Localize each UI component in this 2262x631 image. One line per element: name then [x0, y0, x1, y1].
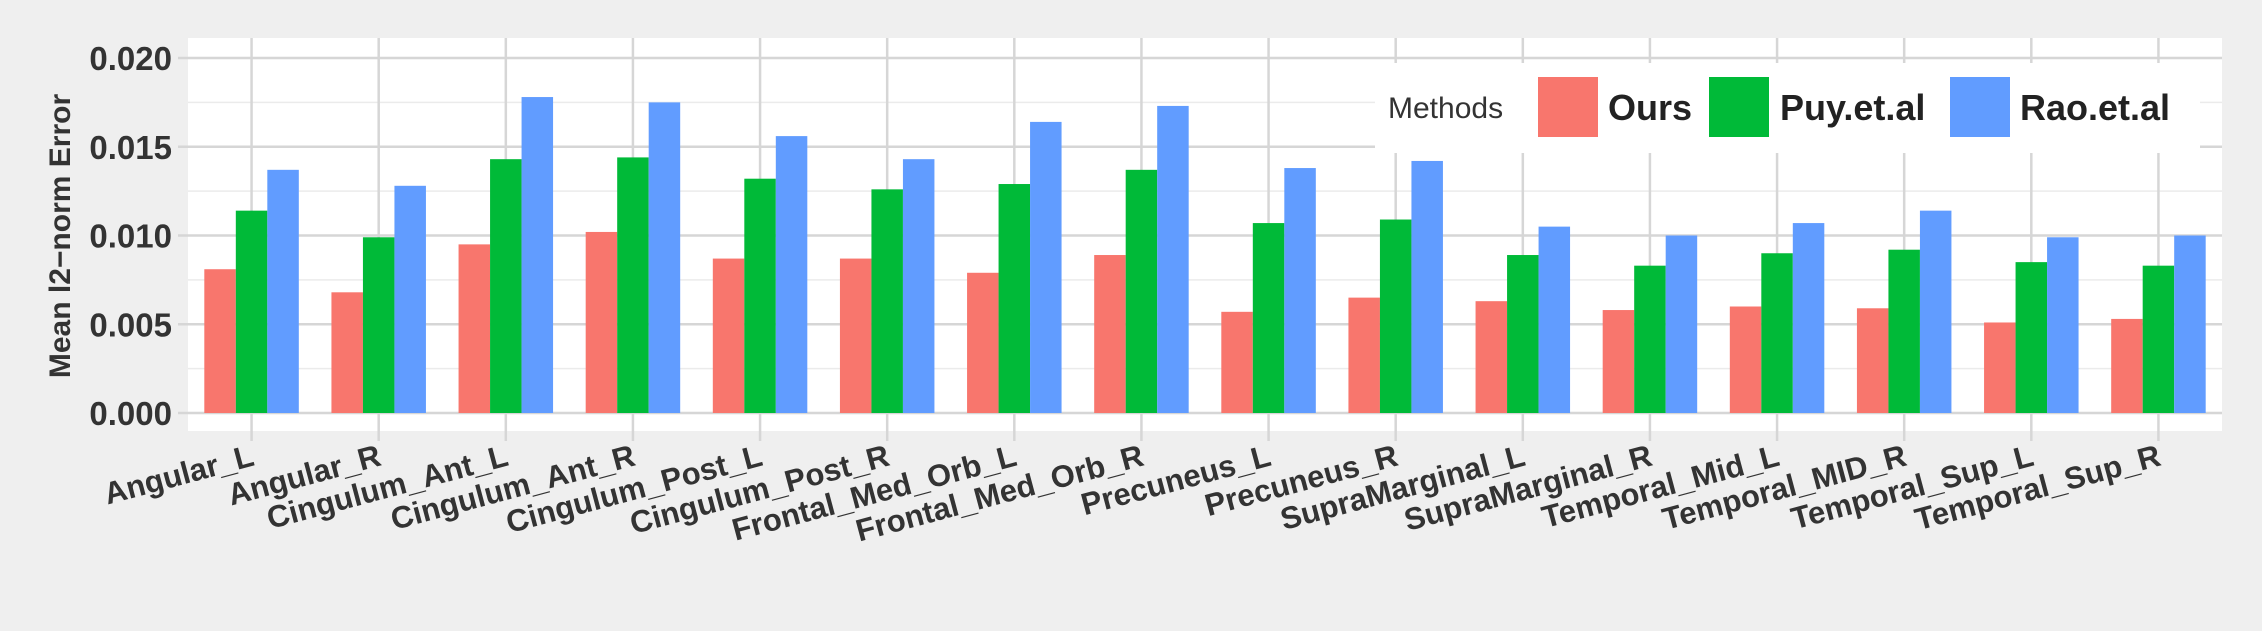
- bar-ours-frontal_med_orb_l: [967, 272, 999, 413]
- bar-ours-temporal_sup_l: [1984, 322, 2016, 413]
- bar-rao-et-al-frontal_med_orb_l: [1030, 121, 1062, 414]
- bar-ours-cingulum_ant_r: [585, 231, 618, 413]
- legend-background: [1375, 63, 2200, 153]
- legend: Methods Ours Puy.et.al Rao.et.al: [1375, 63, 2200, 153]
- bar-ours-angular_r: [331, 292, 363, 413]
- y-tick-label: 0.000: [89, 395, 172, 432]
- bar-rao-et-al-supramarginal_l: [1538, 226, 1571, 413]
- bar-rao-et-al-cingulum_ant_l: [521, 97, 554, 414]
- bar-ours-temporal_sup_r: [2111, 318, 2143, 413]
- bar-ours-angular_l: [204, 269, 236, 413]
- bar-rao-et-al-cingulum_ant_r: [648, 102, 681, 413]
- bar-rao-et-al-temporal_mid_l: [1792, 223, 1825, 413]
- legend-label: Puy.et.al: [1780, 87, 1925, 128]
- bar-puy-et-al-temporal_sup_r: [2142, 265, 2175, 413]
- bar-ours-temporal_mid_r: [1856, 308, 1889, 413]
- bar-rao-et-al-precuneus_r: [1411, 160, 1443, 413]
- bar-ours-cingulum_post_r: [839, 258, 872, 413]
- bar-ours-cingulum_post_l: [712, 258, 745, 413]
- y-tick-label: 0.020: [89, 40, 172, 77]
- y-axis: 0.000 0.005 0.010 0.015 0.020: [89, 40, 188, 432]
- bar-rao-et-al-temporal_sup_l: [2047, 237, 2079, 413]
- bar-puy-et-al-cingulum_ant_r: [617, 157, 649, 413]
- bar-puy-et-al-precuneus_r: [1379, 219, 1412, 413]
- bar-puy-et-al-angular_l: [235, 210, 268, 413]
- bar-ours-cingulum_ant_l: [458, 244, 491, 413]
- bar-puy-et-al-precuneus_l: [1252, 223, 1285, 413]
- y-axis-title: Mean l2−norm Error: [44, 94, 77, 379]
- bar-puy-et-al-angular_r: [362, 237, 395, 413]
- bar-puy-et-al-cingulum_post_r: [871, 189, 903, 413]
- y-tick-label: 0.010: [89, 218, 172, 255]
- bar-puy-et-al-frontal_med_orb_r: [1125, 169, 1158, 413]
- bar-ours-frontal_med_orb_r: [1094, 255, 1126, 413]
- bar-rao-et-al-temporal_mid_r: [1919, 210, 1952, 413]
- bars: [204, 97, 2206, 414]
- legend-key-rao-et-al: [1950, 77, 2010, 137]
- bar-puy-et-al-supramarginal_r: [1634, 265, 1666, 413]
- bar-puy-et-al-cingulum_ant_l: [490, 159, 522, 413]
- bar-puy-et-al-cingulum_post_l: [744, 178, 776, 413]
- legend-key-puy-et-al: [1709, 77, 1769, 137]
- bar-rao-et-al-precuneus_l: [1284, 168, 1316, 413]
- bar-puy-et-al-supramarginal_l: [1507, 255, 1539, 413]
- bar-ours-supramarginal_l: [1475, 301, 1508, 413]
- legend-key-ours: [1538, 77, 1598, 137]
- bar-puy-et-al-frontal_med_orb_l: [998, 184, 1031, 413]
- bar-puy-et-al-temporal_mid_l: [1761, 253, 1793, 413]
- bar-puy-et-al-temporal_sup_l: [2015, 262, 2048, 413]
- bar-puy-et-al-temporal_mid_r: [1888, 249, 1920, 413]
- y-tick-label: 0.005: [89, 306, 172, 343]
- bar-ours-temporal_mid_l: [1729, 306, 1762, 413]
- bar-rao-et-al-frontal_med_orb_r: [1157, 105, 1189, 414]
- bar-ours-precuneus_l: [1221, 311, 1253, 413]
- bar-rao-et-al-angular_r: [394, 185, 426, 413]
- legend-title: Methods: [1388, 92, 1503, 125]
- bar-ours-supramarginal_r: [1602, 310, 1635, 413]
- legend-label: Ours: [1608, 87, 1692, 128]
- bar-rao-et-al-cingulum_post_r: [902, 159, 935, 413]
- bar-ours-precuneus_r: [1348, 297, 1380, 413]
- y-tick-label: 0.015: [89, 129, 172, 166]
- bar-rao-et-al-supramarginal_r: [1665, 235, 1698, 413]
- bar-rao-et-al-temporal_sup_r: [2174, 235, 2206, 413]
- bar-rao-et-al-cingulum_post_l: [775, 136, 808, 413]
- bar-rao-et-al-angular_l: [267, 169, 299, 413]
- legend-label: Rao.et.al: [2020, 87, 2170, 128]
